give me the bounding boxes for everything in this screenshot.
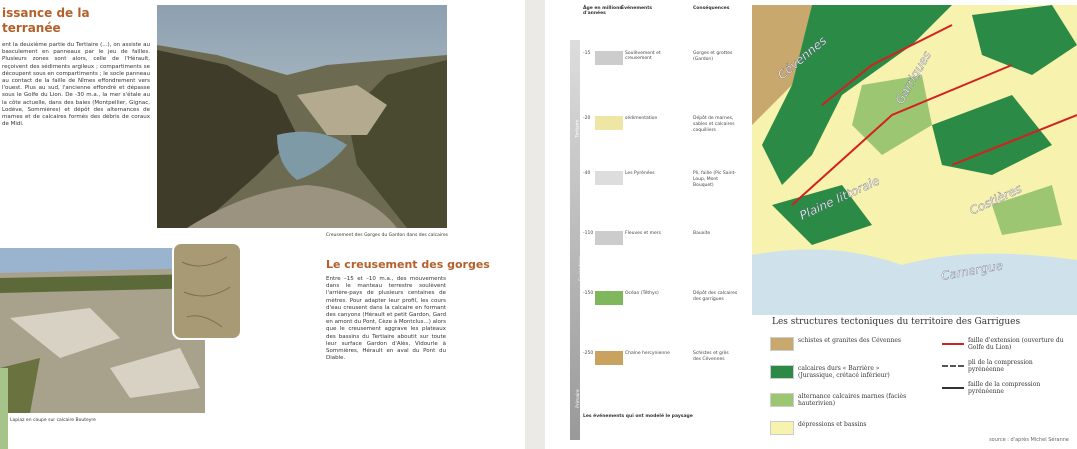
legend-swatch: [770, 365, 794, 379]
legend-label: pli de la compression pyrénéenne: [968, 359, 1068, 373]
rock-inset: [172, 242, 242, 340]
age: -40: [583, 171, 590, 176]
green-band: [0, 368, 8, 449]
strata: [595, 116, 623, 130]
legend-title: Les structures tectoniques du territoire…: [772, 317, 1020, 327]
event: Chaîne hercynienne: [625, 351, 685, 356]
column-header: Événements: [621, 6, 661, 11]
legend-label: faille de la compression pyrénéenne: [968, 381, 1068, 395]
legend-line: [942, 343, 964, 345]
event: Océan (Téthys): [625, 291, 685, 296]
legend-swatch: [770, 393, 794, 407]
legend-swatch: [770, 337, 794, 351]
page: issance de la terranée ent la deuxième p…: [0, 0, 1077, 449]
section-title: Le creusement des gorges: [326, 258, 490, 271]
legend-label: faille d'extension (ouverture du Golfe d…: [968, 337, 1068, 351]
effect: Dépôt de marnes, sables et calcaires coq…: [693, 116, 738, 134]
column-footer: Les événements qui ont modelé le paysage: [583, 414, 693, 419]
event: Fleuves et mers: [625, 231, 685, 236]
age: -110: [583, 231, 593, 236]
event: Les Pyrénées: [625, 171, 685, 176]
era: Secondaire: [579, 256, 584, 281]
event: sédimentation: [625, 116, 685, 121]
effect: Pli, faille (Pic Saint-Loup, Mont Bouque…: [693, 171, 738, 189]
legend-label: dépressions et bassins: [798, 421, 913, 428]
section-body: Entre –15 et –10 m.a., des mouvements da…: [326, 276, 446, 362]
legend: Les structures tectoniques du territoire…: [752, 315, 1077, 449]
strata: [595, 231, 623, 245]
era-bar: [570, 40, 580, 440]
legend-line: [942, 365, 964, 367]
legend-swatch: [770, 421, 794, 435]
effect: Dépôt des calcaires des garrigues: [693, 291, 738, 303]
legend-line: [942, 387, 964, 389]
body: ent la deuxième partie du Tertiaire (...…: [2, 42, 150, 128]
era: Tertiaire: [576, 119, 581, 137]
age: -250: [583, 351, 593, 356]
strata: [595, 171, 623, 185]
strata: [595, 351, 623, 365]
strata: [595, 51, 623, 65]
age: -15: [583, 51, 590, 56]
effect: Schistes et grès des Cévennes: [693, 351, 738, 363]
legend-label: schistes et granites des Cévennes: [798, 337, 913, 344]
title: issance de la terranée: [2, 6, 97, 36]
legend-label: alternance calcaires marnes (faciès haut…: [798, 393, 913, 407]
legend-label: calcaires durs « Barrière » (Jurassique,…: [798, 365, 913, 379]
age: -20: [583, 116, 590, 121]
era: Primaire: [576, 389, 581, 408]
bottom-caption: Lapiaz en coupe sur calcaire Bouteyre: [10, 417, 160, 424]
photo-caption: Creusement des Gorges du Gardon dans des…: [300, 232, 448, 239]
age: -150: [583, 291, 593, 296]
effect: Gorges et grottes (Gardon): [693, 51, 738, 63]
gorge-photo: [157, 5, 447, 228]
event: Soulèvement et creusement: [625, 51, 685, 61]
effect: Bauxite: [693, 231, 738, 237]
strata: [595, 291, 623, 305]
column-header: Conséquences: [693, 6, 733, 11]
column-header: Âge en millions d'années: [583, 6, 623, 16]
source: source : d'après Michel Séranne: [989, 437, 1069, 443]
